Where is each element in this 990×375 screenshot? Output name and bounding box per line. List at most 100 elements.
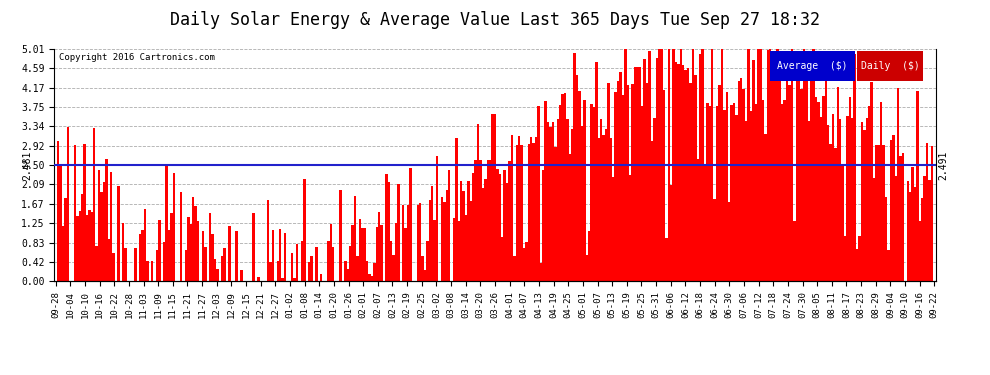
Bar <box>340 190 342 281</box>
Bar <box>714 199 716 281</box>
Bar <box>719 85 721 281</box>
Bar <box>209 213 211 281</box>
Bar <box>221 256 224 281</box>
Bar <box>726 92 728 281</box>
Bar <box>694 75 697 281</box>
Bar <box>405 228 407 281</box>
Bar <box>793 221 796 281</box>
Bar <box>818 102 820 281</box>
Bar <box>877 145 880 281</box>
Bar <box>648 51 650 281</box>
Bar <box>731 105 733 281</box>
Bar <box>863 130 865 281</box>
Bar <box>499 174 501 281</box>
Bar <box>585 255 588 281</box>
Bar <box>716 106 719 281</box>
Bar <box>452 218 455 281</box>
Bar <box>926 143 929 281</box>
Bar <box>214 259 216 281</box>
Bar <box>902 153 904 281</box>
Bar <box>744 121 747 281</box>
Bar <box>540 262 543 281</box>
Bar <box>76 216 78 281</box>
Bar <box>622 95 624 281</box>
Bar <box>740 78 742 281</box>
Bar <box>155 250 158 281</box>
Bar <box>667 49 670 281</box>
Bar <box>462 191 465 281</box>
Bar <box>699 54 701 281</box>
Bar <box>375 227 378 281</box>
Bar <box>835 148 837 281</box>
Bar <box>728 202 731 281</box>
Bar <box>308 262 310 281</box>
Bar <box>351 225 353 281</box>
Bar <box>436 156 439 281</box>
Bar <box>909 192 912 281</box>
Bar <box>165 165 168 281</box>
Bar <box>86 215 88 281</box>
Bar <box>328 242 330 281</box>
Bar <box>446 190 447 281</box>
Bar <box>427 240 429 281</box>
Bar <box>830 144 832 281</box>
Bar <box>882 145 885 281</box>
Bar <box>291 254 293 281</box>
Bar <box>358 219 361 281</box>
Bar <box>508 160 511 281</box>
Bar <box>581 126 583 281</box>
Bar <box>202 231 204 281</box>
Bar <box>761 99 764 281</box>
Bar <box>345 261 346 281</box>
Bar <box>441 197 444 281</box>
Bar <box>397 184 400 281</box>
Bar <box>736 115 738 281</box>
Bar <box>752 60 754 281</box>
Bar <box>528 144 530 281</box>
Bar <box>776 49 779 281</box>
Bar <box>211 234 214 281</box>
Bar <box>706 102 709 281</box>
Bar <box>658 49 660 281</box>
Bar <box>779 52 781 281</box>
Bar <box>865 118 868 281</box>
Bar <box>151 261 153 281</box>
Bar <box>113 253 115 281</box>
Bar <box>348 246 351 281</box>
Bar <box>100 192 103 281</box>
Bar <box>279 229 281 281</box>
Text: Average  ($): Average ($) <box>777 61 847 71</box>
Bar <box>511 135 513 281</box>
Bar <box>689 83 692 281</box>
Bar <box>660 49 662 281</box>
Bar <box>180 192 182 281</box>
Bar <box>158 220 160 281</box>
Bar <box>366 261 368 281</box>
Bar <box>74 145 76 281</box>
Bar <box>142 230 144 281</box>
Bar <box>88 210 91 281</box>
Bar <box>723 110 726 281</box>
Bar <box>530 137 533 281</box>
Bar <box>139 234 142 281</box>
Bar <box>380 225 383 281</box>
Bar <box>110 172 113 281</box>
Bar <box>378 211 380 281</box>
Bar <box>521 144 523 281</box>
Bar <box>66 127 69 281</box>
Bar <box>513 256 516 281</box>
Bar <box>457 221 460 281</box>
Bar <box>95 246 98 281</box>
Bar <box>747 49 749 281</box>
Bar <box>122 223 125 281</box>
Bar <box>899 156 902 281</box>
Bar <box>549 128 551 281</box>
Bar <box>431 186 434 281</box>
Bar <box>851 118 853 281</box>
Bar <box>229 226 231 281</box>
Bar <box>598 138 600 281</box>
Bar <box>605 129 607 281</box>
Bar <box>236 231 238 281</box>
Bar <box>783 100 786 281</box>
Bar <box>419 203 422 281</box>
